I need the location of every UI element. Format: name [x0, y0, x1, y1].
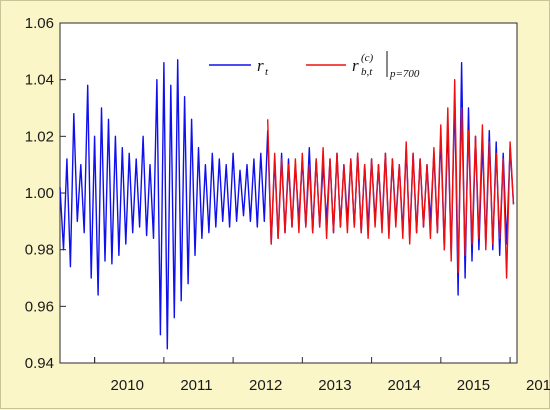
x-tick-label: 2010 — [111, 377, 144, 394]
y-tick-label: 1.02 — [25, 128, 54, 145]
y-tick-label: 0.96 — [25, 298, 54, 315]
legend-subscript-blue: t — [265, 66, 269, 78]
x-tick-label: 2012 — [249, 377, 282, 394]
legend-label-blue: r — [257, 56, 264, 75]
legend-superscript-red: (c) — [361, 52, 374, 64]
x-tick-label: 2015 — [457, 377, 490, 394]
legend-subscript-red: b,t — [361, 66, 373, 78]
plot-area — [59, 22, 518, 364]
x-tick-label: 2016 — [526, 377, 550, 394]
y-tick-label: 0.94 — [25, 355, 54, 372]
y-tick-label: 1.00 — [25, 185, 54, 202]
y-tick-label: 1.06 — [25, 15, 54, 32]
series-line-red — [267, 78, 515, 279]
x-tick-label: 2014 — [388, 377, 421, 394]
x-tick-label: 2011 — [180, 377, 212, 394]
legend-label-red: r — [352, 56, 359, 75]
y-tick-label: 0.98 — [25, 242, 54, 259]
y-tick-label: 1.04 — [25, 72, 54, 89]
x-tick-label: 2013 — [318, 377, 351, 394]
legend-condition-red: p=700 — [389, 68, 420, 80]
